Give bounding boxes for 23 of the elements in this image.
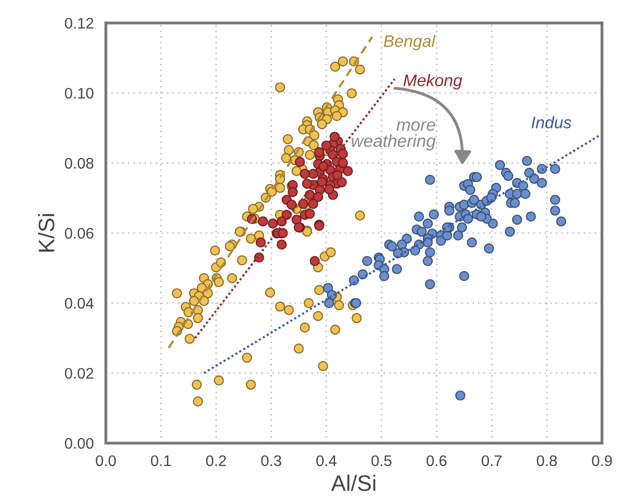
y-tick-label: 0.04 [64,298,94,309]
y-tick-label: 0.12 [64,18,94,29]
x-axis-title: Al/Si [331,474,376,492]
x-tick-label: 0.4 [316,455,337,466]
series-label: Indus [532,116,572,128]
x-tick-label: 0.3 [261,455,282,466]
x-tick-label: 0.1 [150,455,171,466]
x-tick-label: 0.0 [96,455,116,466]
y-tick-label: 0.02 [64,368,94,379]
x-tick-label: 0.6 [426,455,447,466]
y-axis-title: K/Si [38,214,54,252]
y-tick-label: 0.00 [64,438,94,449]
y-tick-label: 0.06 [64,228,94,239]
x-tick-label: 0.7 [482,455,502,466]
series-label: Mekong [404,74,462,90]
y-tick-label: 0.08 [64,158,94,169]
x-tick-label: 0.8 [536,455,557,466]
x-tick-label: 0.2 [206,455,226,466]
x-tick-label: 0.5 [371,455,392,466]
annotation: more weathering [352,121,436,150]
series-label: Bengal [384,34,436,50]
y-tick-label: 0.10 [64,88,94,99]
x-tick-label: 0.9 [592,455,612,466]
